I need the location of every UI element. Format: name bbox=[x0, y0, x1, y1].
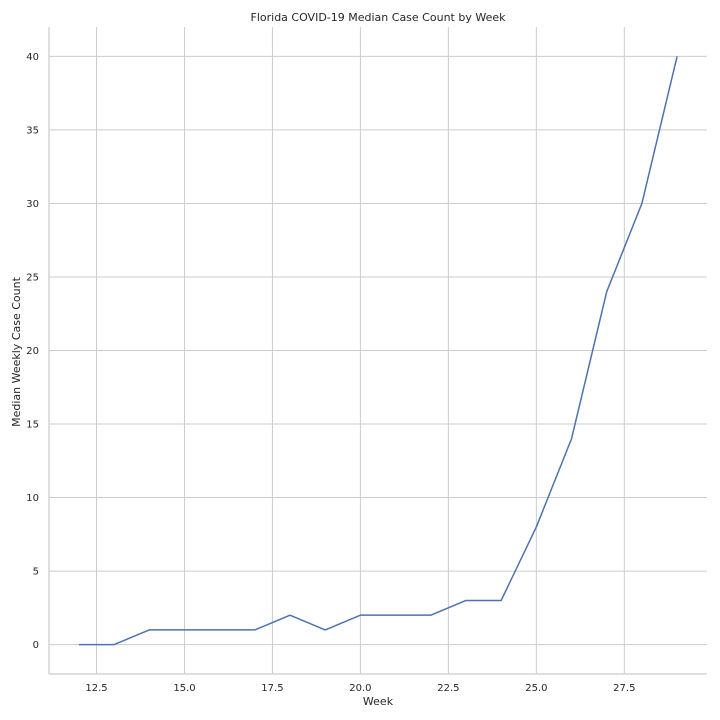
x-tick-labels: 12.5 15.0 17.5 20.0 22.5 25.0 27.5 bbox=[85, 683, 635, 694]
x-tick-label: 22.5 bbox=[437, 683, 459, 694]
series-line bbox=[78, 56, 678, 646]
x-tick-label: 17.5 bbox=[261, 683, 283, 694]
y-tick-label: 10 bbox=[26, 493, 39, 504]
chart-title: Florida COVID-19 Median Case Count by We… bbox=[251, 11, 507, 24]
x-tick-label: 12.5 bbox=[85, 683, 107, 694]
axis-spines bbox=[48, 27, 707, 675]
y-tick-label: 20 bbox=[26, 346, 39, 357]
y-tick-label: 25 bbox=[26, 272, 39, 283]
series-layer bbox=[78, 56, 678, 646]
x-tick-label: 25.0 bbox=[525, 683, 547, 694]
y-tick-label: 5 bbox=[33, 567, 39, 578]
y-tick-label: 0 bbox=[33, 640, 39, 651]
y-tick-label: 35 bbox=[26, 125, 39, 136]
x-tick-label: 15.0 bbox=[173, 683, 195, 694]
x-tick-label: 20.0 bbox=[349, 683, 371, 694]
y-tick-label: 40 bbox=[26, 52, 39, 63]
y-axis-label: Median Weekly Case Count bbox=[10, 276, 23, 426]
grid-lines bbox=[49, 27, 707, 674]
y-tick-label: 30 bbox=[26, 199, 39, 210]
y-tick-label: 15 bbox=[26, 420, 39, 431]
x-axis-label: Week bbox=[363, 695, 394, 708]
y-tick-labels: 0 5 10 15 20 25 30 35 40 bbox=[26, 52, 39, 651]
x-tick-label: 27.5 bbox=[613, 683, 635, 694]
